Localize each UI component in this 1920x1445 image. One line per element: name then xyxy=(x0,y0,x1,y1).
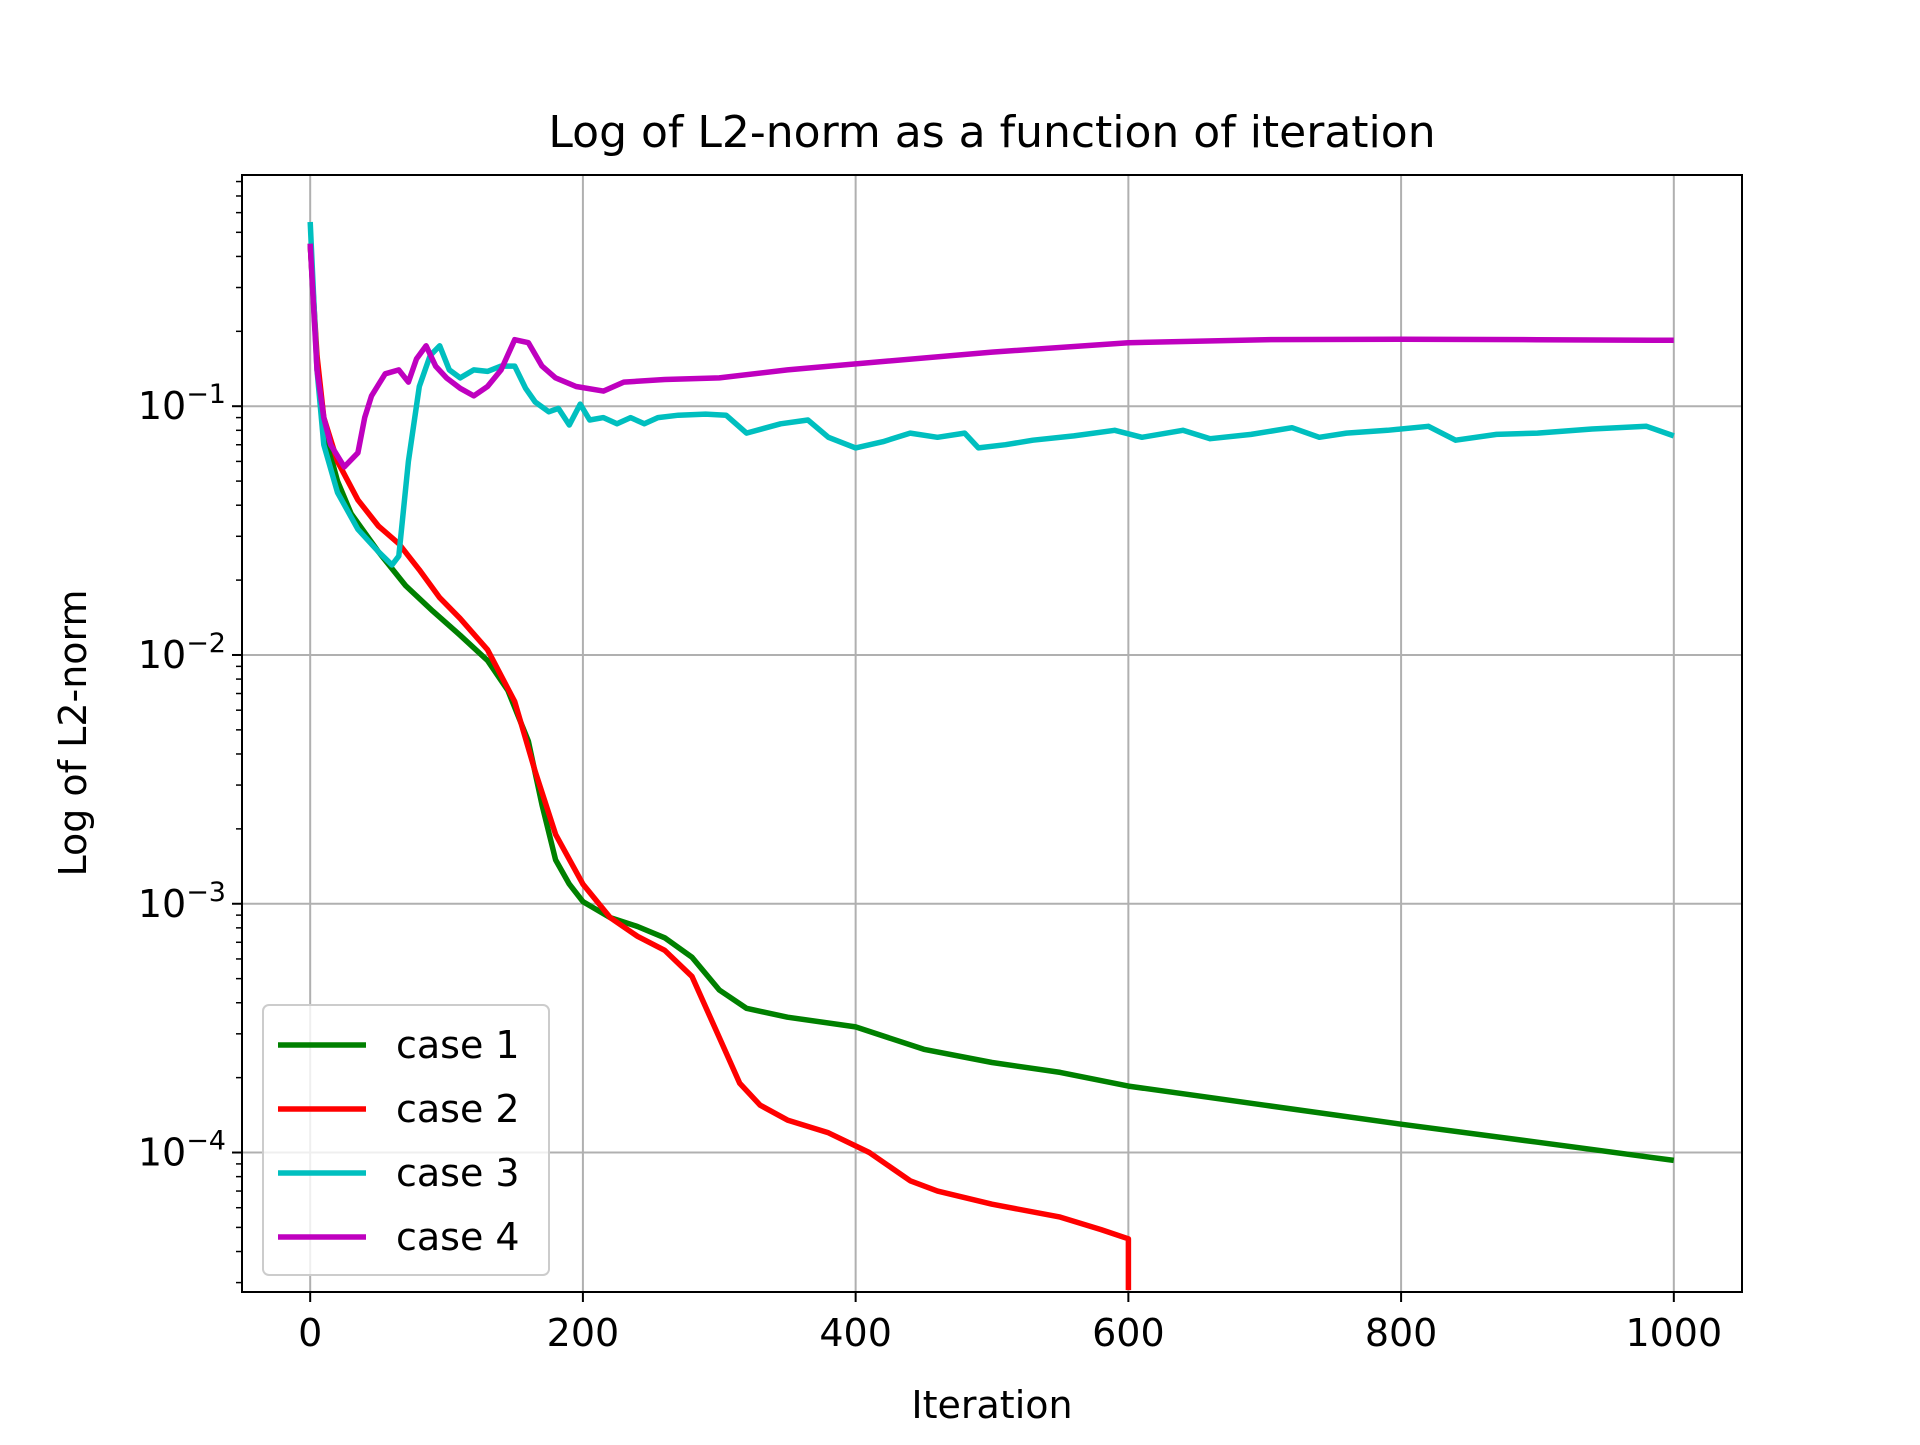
legend: case 1 case 2 case 3 case 4 xyxy=(262,1004,550,1276)
legend-label: case 2 xyxy=(396,1087,520,1131)
x-tick-label: 0 xyxy=(298,1311,322,1355)
plot-frame xyxy=(241,174,1743,1293)
y-tick-label: 10−1 xyxy=(138,379,226,428)
y-tick-label: 10−2 xyxy=(138,628,226,677)
y-tick-label: 10−3 xyxy=(138,877,226,926)
y-tick-label: 10−4 xyxy=(138,1126,226,1175)
legend-box xyxy=(262,1004,550,1276)
y-axis-label: Log of L2-norm xyxy=(51,589,95,876)
x-axis-label: Iteration xyxy=(911,1383,1072,1427)
x-tick-label: 800 xyxy=(1365,1311,1438,1355)
legend-label: case 4 xyxy=(396,1215,520,1259)
x-tick-label: 600 xyxy=(1092,1311,1165,1355)
legend-label: case 1 xyxy=(396,1023,520,1067)
series-line-case-3 xyxy=(307,221,1675,568)
x-tick-label: 1000 xyxy=(1625,1311,1722,1355)
x-tick-label: 400 xyxy=(819,1311,892,1355)
legend-label: case 3 xyxy=(396,1151,520,1195)
series-lines xyxy=(307,221,1675,1291)
axes: 0 200 400 600 800 1000 10−1 10−2 10−3 10−4 xyxy=(138,174,1743,1355)
x-tick-label: 200 xyxy=(547,1311,620,1355)
series-line-case-2 xyxy=(307,243,1132,1291)
series-line-case-4 xyxy=(307,243,1674,470)
chart-title: Log of L2-norm as a function of iteratio… xyxy=(548,107,1435,158)
